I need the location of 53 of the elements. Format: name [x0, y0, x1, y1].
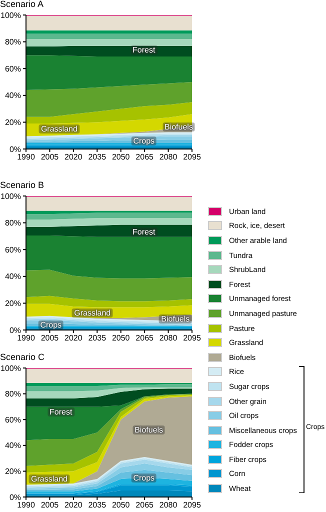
y-tick-label: 0% — [9, 326, 21, 335]
x-tick-label: 2050 — [112, 152, 130, 162]
x-tick-label: 2050 — [112, 334, 130, 343]
annotation: Grassland — [38, 124, 80, 134]
y-tick-label: 40% — [4, 441, 21, 450]
x-tick-label: 2035 — [88, 334, 107, 343]
y-tick-label: 100% — [0, 364, 21, 373]
y-tick-label: 60% — [4, 245, 21, 254]
x-tick-label: 2005 — [40, 334, 60, 343]
annotation: Biofuels — [132, 425, 166, 434]
annotation: Forest — [130, 228, 158, 237]
chart-title: Scenario B — [0, 179, 46, 191]
y-tick-label: 80% — [4, 390, 21, 399]
x-tick-label: 2095 — [183, 152, 202, 162]
x-tick-label: 2020 — [64, 152, 83, 162]
annotation: Forest — [130, 45, 158, 54]
x-tick-label: 2080 — [159, 152, 178, 162]
y-tick-label: 0% — [9, 492, 21, 502]
chart-title: Scenario C — [0, 351, 46, 363]
y-tick-label: 20% — [4, 118, 21, 128]
x-tick-label: 2080 — [159, 334, 178, 343]
x-tick-label: 2020 — [64, 500, 83, 510]
x-tick-label: 2065 — [136, 500, 154, 510]
x-tick-label: 1990 — [17, 334, 36, 343]
x-tick-label: 2020 — [64, 334, 83, 343]
y-tick-label: 100% — [0, 10, 21, 20]
x-tick-label: 2065 — [136, 152, 154, 162]
annotation: Grassland — [29, 474, 70, 484]
y-tick-label: 40% — [4, 91, 21, 100]
y-tick-label: 60% — [4, 415, 21, 424]
x-tick-label: 2035 — [88, 152, 107, 162]
y-tick-label: 20% — [4, 467, 21, 476]
y-tick-label: 40% — [4, 272, 21, 282]
annotation: Grassland — [72, 308, 113, 318]
x-tick-label: 1990 — [17, 152, 36, 162]
x-tick-label: 2095 — [183, 500, 202, 510]
annotation: Biofuels — [159, 314, 192, 324]
x-tick-label: 2065 — [136, 334, 154, 343]
x-tick-label: 2005 — [40, 152, 60, 162]
x-tick-label: 1990 — [17, 500, 36, 510]
annotation: Forest — [48, 407, 74, 416]
y-tick-label: 80% — [4, 218, 21, 228]
y-tick-label: 100% — [0, 192, 21, 201]
y-tick-label: 80% — [4, 38, 21, 47]
x-tick-label: 2050 — [112, 500, 130, 510]
y-tick-label: 60% — [4, 64, 21, 74]
x-tick-label: 2080 — [159, 500, 178, 510]
y-tick-label: 0% — [9, 144, 21, 154]
y-tick-label: 20% — [4, 299, 21, 308]
x-tick-label: 2005 — [40, 500, 60, 510]
x-tick-label: 2095 — [183, 334, 202, 343]
x-tick-label: 2035 — [88, 500, 107, 510]
chart-title: Scenario A — [0, 0, 45, 10]
